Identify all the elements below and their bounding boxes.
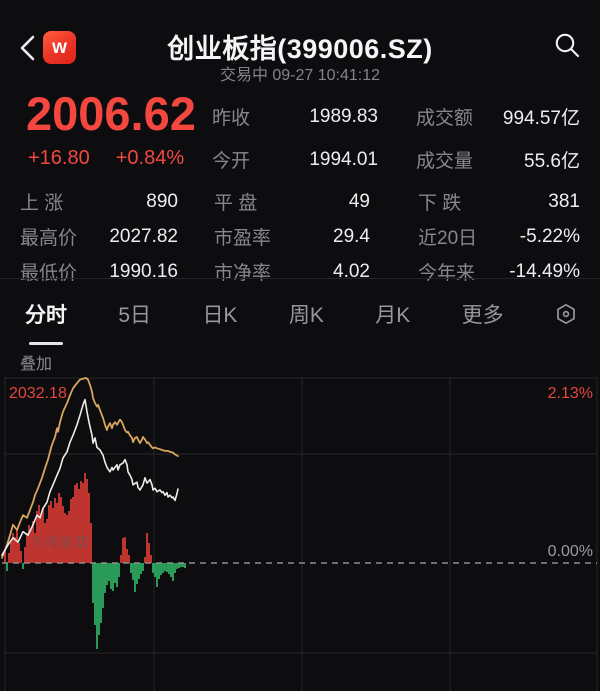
tab-label: 5日 [118,304,152,327]
field-label: 成交额 [416,108,474,129]
quote-fields-right: 成交额 994.57亿 成交量 55.6亿 [416,95,580,181]
last-price: 2006.62 [26,87,196,140]
logo-letter: w [52,36,67,58]
price-change-pct: +0.84% [115,147,185,169]
stats-column-3: 下 跌 381 近20日 -5.22% 今年来 -14.49% [418,184,580,289]
field-value: 1989.83 [309,105,378,127]
stat-label: 市盈率 [214,228,272,249]
stat-label: 近20日 [418,228,478,249]
stat-label: 最高价 [20,228,78,249]
trading-status: 交易中 09-27 10:41:12 [219,67,381,84]
stats-column-1: 上 涨 890 最高价 2027.82 最低价 1990.16 [20,184,178,289]
section-divider [0,278,600,279]
tab-more[interactable]: 更多 [462,279,504,349]
stat-value: 2027.82 [109,225,178,247]
tab-label: 月K [375,304,411,327]
field-label: 成交量 [416,151,474,172]
price-change: +16.80 [28,147,90,169]
field-label: 今开 [212,151,251,172]
top-bar: w 创业板指(399006.SZ) 交易中 09-27 10:41:12 [0,0,600,86]
stat-row: 上 涨 890 [20,184,178,219]
axis-max-pct-label: 2.13% [548,385,593,402]
tab-label: 日K [202,304,238,327]
quote-fields-left: 昨收 1989.83 今开 1994.01 [212,95,378,181]
page-title: 创业板指(399006.SZ) [167,34,433,64]
stat-label: 平 盘 [214,193,258,214]
stat-row: 最高价 2027.82 [20,219,178,254]
stat-row: 下 跌 381 [418,184,580,219]
search-button[interactable] [553,31,581,59]
watermark: 万得股票 [30,535,90,550]
stat-label: 下 跌 [418,193,462,214]
stat-value: 49 [348,190,370,212]
intraday-chart[interactable]: 万得股票 2032.18 2.13% 0.00% [0,377,600,691]
wind-app-logo[interactable]: w [43,31,76,64]
stat-value: 890 [146,190,178,212]
tab-label: 分时 [25,304,67,327]
tab-minute[interactable]: 分时 [25,279,67,349]
search-icon [555,33,580,58]
chart-period-tabs: 分时 5日 日K 周K 月K 更多 [0,279,600,349]
back-chevron-icon [20,35,35,61]
field-value: 55.6亿 [524,151,580,172]
stat-row: 近20日 -5.22% [418,219,580,254]
tab-5day[interactable]: 5日 [118,279,151,349]
chart-svg: 万得股票 2032.18 2.13% 0.00% [1,377,598,691]
price-change-row: +16.80 +0.84% [28,147,210,170]
tab-weekly-k[interactable]: 周K [289,279,324,349]
stat-value: 29.4 [333,225,370,247]
chart-settings-button[interactable] [555,302,579,326]
tab-monthly-k[interactable]: 月K [375,279,410,349]
tab-label: 更多 [461,304,504,327]
stat-value: 4.02 [333,260,370,282]
stat-label: 上 涨 [20,193,64,214]
settings-icon [557,303,575,325]
back-button[interactable] [16,33,40,63]
tab-daily-k[interactable]: 日K [202,279,237,349]
axis-zero-pct-label: 0.00% [548,543,593,560]
tab-label: 周K [288,304,324,327]
stat-row: 平 盘 49 [214,184,370,219]
stats-column-2: 平 盘 49 市盈率 29.4 市净率 4.02 [214,184,370,289]
overlay-button[interactable]: 叠加 [20,356,53,373]
field-value: 994.57亿 [502,108,580,129]
stat-value: 1990.16 [109,260,178,282]
axis-max-price-label: 2032.18 [9,385,67,402]
stat-value: 381 [548,190,580,212]
stat-row: 市盈率 29.4 [214,219,370,254]
field-label: 昨收 [212,108,251,129]
stat-value: -14.49% [509,260,580,282]
stat-value: -5.22% [519,225,580,247]
field-value: 1994.01 [309,148,378,170]
